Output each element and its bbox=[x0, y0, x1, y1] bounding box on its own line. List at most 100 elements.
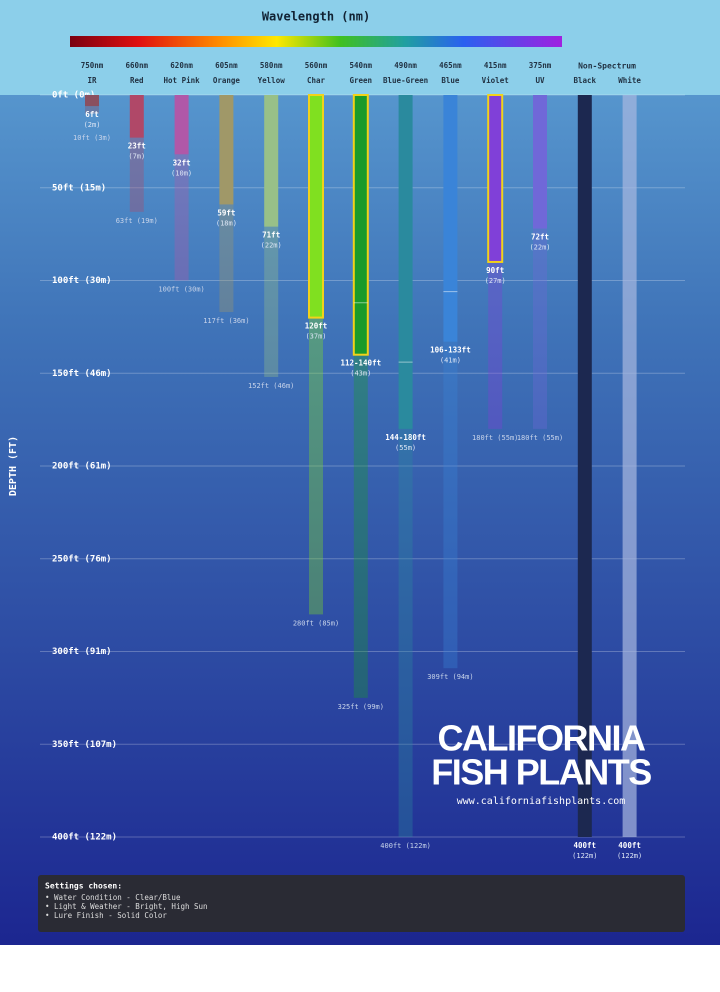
visible-label: 71ft bbox=[262, 231, 280, 240]
visible-metric: (7m) bbox=[128, 153, 145, 161]
y-tick-label: 100ft (30m) bbox=[52, 276, 112, 286]
y-tick-label: 150ft (46m) bbox=[52, 369, 112, 379]
visible-metric: (122m) bbox=[617, 852, 642, 860]
fade-bar bbox=[398, 428, 413, 837]
column-name: Green bbox=[350, 76, 373, 85]
y-tick-label: 250ft (76m) bbox=[52, 554, 112, 564]
fade-bar bbox=[219, 204, 234, 313]
logo-url: www.californiafishplants.com bbox=[457, 796, 626, 807]
settings-item: • Light & Weather - Bright, High Sun bbox=[45, 902, 208, 911]
wavelength-label: 580nm bbox=[260, 61, 283, 70]
max-label: 180ft (55m) bbox=[517, 434, 563, 442]
visible-bar bbox=[174, 95, 189, 155]
max-label: 100ft (30m) bbox=[158, 286, 204, 294]
logo-line: FISH PLANTS bbox=[431, 752, 651, 793]
visible-metric: (22m) bbox=[261, 242, 282, 250]
visible-metric: (55m) bbox=[395, 444, 416, 452]
wavelength-label: 375nm bbox=[529, 61, 552, 70]
settings-item: • Lure Finish - Solid Color bbox=[45, 911, 167, 920]
max-label: 400ft (122m) bbox=[380, 842, 431, 850]
visible-bar bbox=[533, 95, 547, 229]
y-tick-label: 0ft (0m) bbox=[52, 91, 95, 101]
visible-metric: (22m) bbox=[529, 244, 550, 252]
column-name: IR bbox=[87, 76, 97, 85]
plot: 0ft (0m) 50ft (15m) 100ft (30m) 150ft (46m)… bbox=[40, 61, 685, 860]
column-name: Black bbox=[574, 76, 597, 85]
fade-bar bbox=[443, 341, 458, 669]
visible-label: 32ft bbox=[173, 158, 191, 167]
fade-bar bbox=[264, 226, 279, 377]
visible-label: 120ft bbox=[305, 322, 328, 331]
visible-bar bbox=[129, 95, 144, 138]
visible-label: 23ft bbox=[128, 142, 146, 151]
group-label: Non-Spectrum bbox=[578, 62, 636, 71]
visible-label: 72ft bbox=[531, 233, 549, 242]
max-label: 309ft (94m) bbox=[427, 673, 473, 681]
column-name: Orange bbox=[213, 76, 241, 85]
fade-bar bbox=[174, 154, 189, 281]
wavelength-label: 605nm bbox=[215, 61, 238, 70]
column-name: Blue bbox=[441, 76, 460, 85]
visible-label: 6ft bbox=[85, 110, 99, 119]
column-name: Blue-Green bbox=[383, 76, 428, 85]
visible-bar bbox=[352, 94, 369, 356]
column-name: Hot Pink bbox=[164, 76, 201, 85]
fade-bar bbox=[488, 261, 503, 429]
max-label: 280ft (85m) bbox=[293, 619, 339, 627]
y-axis-label: DEPTH (FT) bbox=[8, 436, 19, 496]
column-name: Violet bbox=[482, 76, 509, 85]
visible-metric: (122m) bbox=[572, 852, 597, 860]
visible-label: 90ft bbox=[486, 266, 504, 275]
column-name: Char bbox=[307, 76, 326, 85]
visible-metric: (18m) bbox=[216, 219, 237, 227]
y-tick-label: 300ft (91m) bbox=[52, 647, 112, 657]
column-name: Yellow bbox=[258, 76, 286, 85]
visible-bar bbox=[398, 95, 413, 429]
max-label: 325ft (99m) bbox=[338, 703, 384, 711]
settings-title: Settings chosen: bbox=[45, 881, 122, 891]
visible-label: 106-133ft bbox=[430, 346, 471, 355]
visible-metric: (37m) bbox=[305, 333, 326, 341]
wavelength-label: 620nm bbox=[170, 61, 193, 70]
column-name: White bbox=[618, 76, 641, 85]
max-label: 10ft (3m) bbox=[73, 134, 111, 142]
wavelength-label: 465nm bbox=[439, 61, 462, 70]
visible-bar bbox=[308, 94, 324, 319]
visible-label: 59ft bbox=[217, 208, 235, 217]
visible-label: 144-180ft bbox=[385, 433, 426, 442]
fade-bar bbox=[533, 228, 547, 429]
fade-bar bbox=[129, 137, 144, 212]
y-tick-label: 200ft (61m) bbox=[52, 462, 112, 472]
visible-bar bbox=[622, 95, 637, 837]
fade-bar bbox=[85, 106, 99, 114]
visible-bar bbox=[85, 95, 99, 107]
max-label: 180ft (55m) bbox=[472, 434, 518, 442]
settings-box bbox=[38, 875, 685, 932]
y-tick-label: 400ft (122m) bbox=[52, 833, 117, 843]
fade-bar bbox=[353, 354, 368, 698]
visible-bar bbox=[577, 95, 592, 837]
wavelength-label: 540nm bbox=[350, 61, 373, 70]
visible-metric: (41m) bbox=[440, 357, 461, 365]
y-tick-label: 50ft (15m) bbox=[52, 183, 106, 193]
wavelength-label: 660nm bbox=[126, 61, 149, 70]
wavelength-label: 560nm bbox=[305, 61, 328, 70]
visible-bar bbox=[264, 95, 279, 227]
chart-title: Wavelength (nm) bbox=[262, 10, 370, 24]
max-label: 117ft (36m) bbox=[203, 317, 249, 325]
visible-metric: (2m) bbox=[84, 121, 101, 129]
max-label: 152ft (46m) bbox=[248, 382, 294, 390]
wavelength-label: 415nm bbox=[484, 61, 507, 70]
column-name: UV bbox=[535, 76, 545, 85]
visible-label: 400ft bbox=[574, 841, 597, 850]
visible-bar bbox=[219, 95, 234, 205]
visible-label: 400ft bbox=[618, 841, 641, 850]
logo-line: CALIFORNIA bbox=[438, 718, 646, 759]
header-band bbox=[0, 0, 720, 95]
y-tick-label: 350ft (107m) bbox=[52, 740, 117, 750]
fade-bar bbox=[309, 317, 323, 615]
visible-metric: (10m) bbox=[171, 169, 192, 177]
wavelength-label: 490nm bbox=[394, 61, 417, 70]
spectrum-bar bbox=[70, 36, 562, 47]
